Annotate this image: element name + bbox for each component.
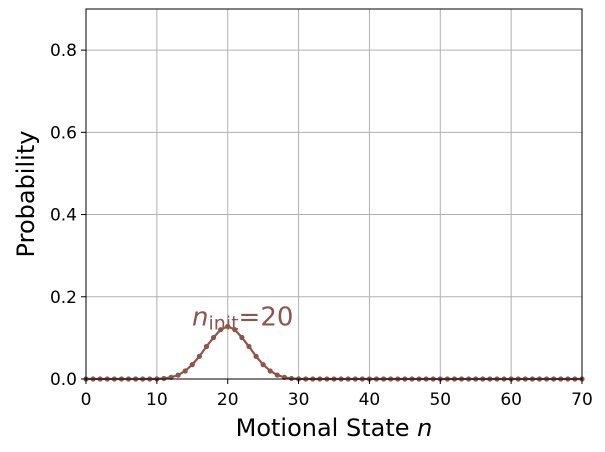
y-tick-label: 0.6 (50, 123, 77, 143)
y-tick-label: 0.2 (50, 288, 77, 308)
annotation-n-init: ninit=20 (192, 302, 293, 334)
y-axis-ticks: 0.0 0.2 0.4 0.6 0.8 (50, 41, 86, 390)
x-axis-label: Motional State n (236, 414, 433, 442)
data-point (218, 327, 224, 333)
plot-frame (85, 8, 583, 380)
annotation-var: n (192, 302, 208, 332)
y-tick-label: 0.0 (50, 370, 77, 390)
grid-lines (85, 9, 583, 380)
data-point (232, 327, 238, 333)
x-tick-label: 40 (359, 390, 381, 410)
x-tick-label: 30 (288, 390, 310, 410)
annotation-subscript: init (208, 312, 238, 334)
data-point (182, 368, 188, 374)
x-tick-label: 10 (146, 390, 168, 410)
x-tick-label: 0 (81, 390, 92, 410)
data-point (253, 353, 259, 359)
x-tick-label: 70 (571, 390, 593, 410)
x-axis-ticks: 0 10 20 30 40 50 60 70 (81, 379, 593, 410)
y-tick-label: 0.4 (50, 206, 77, 226)
data-point (175, 372, 181, 378)
data-point (239, 334, 245, 341)
data-point (196, 353, 202, 359)
x-axis-label-text: Motional State (236, 414, 410, 442)
data-point (203, 343, 210, 350)
data-point (260, 362, 266, 368)
data-point (267, 368, 273, 374)
y-tick-label: 0.8 (50, 41, 77, 61)
data-point (161, 375, 167, 382)
data-point (288, 375, 295, 382)
x-tick-label: 60 (500, 390, 522, 410)
x-tick-label: 50 (429, 390, 451, 410)
data-point (225, 323, 231, 329)
x-axis-label-var: n (417, 414, 432, 442)
data-point (210, 334, 217, 341)
x-tick-label: 20 (217, 390, 239, 410)
annotation-value: =20 (239, 302, 294, 332)
data-point (189, 362, 195, 368)
data-point (246, 343, 252, 350)
data-point (274, 372, 280, 378)
y-axis-label: Probability (12, 131, 40, 258)
